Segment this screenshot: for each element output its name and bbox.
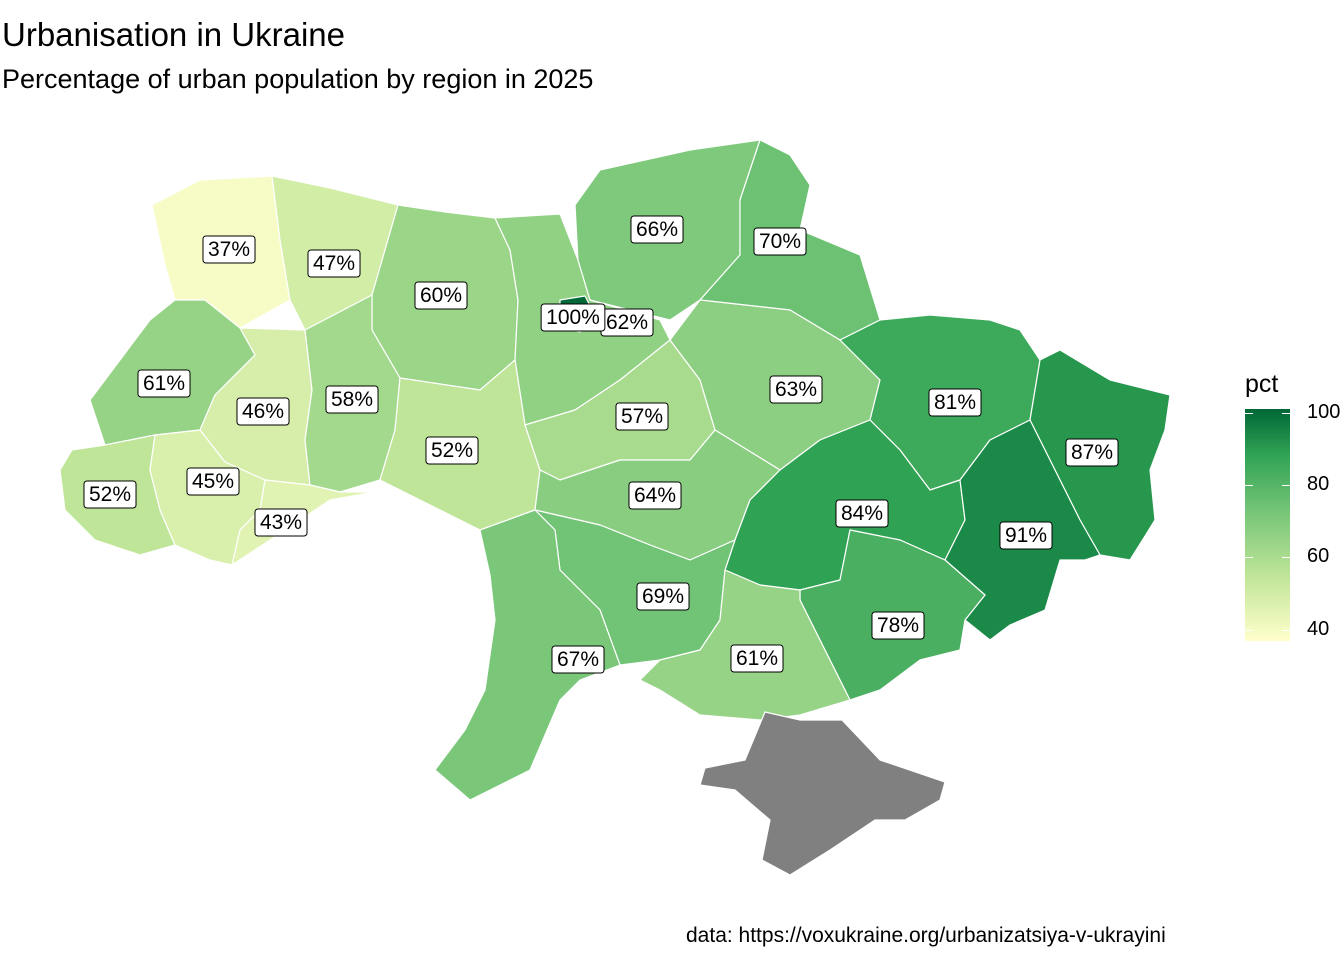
- region-label-box: [137, 369, 191, 398]
- region-label-volyn: 37%: [202, 235, 256, 264]
- region-label-lviv: 61%: [137, 369, 191, 398]
- legend-tick-mark: [1282, 485, 1290, 486]
- region-label-kyiv-city: 100%: [540, 303, 606, 332]
- region-labels: 37% 47% 60% 62% 66% 70% 61% 46% 58% 52% 57% 63% 81% 8…: [83, 215, 1119, 674]
- region-label-box: [615, 402, 669, 431]
- region-label-box: [630, 215, 684, 244]
- region-label-box: [236, 397, 290, 426]
- legend-tick-mark: [1245, 557, 1253, 558]
- region-label-box: [325, 385, 379, 414]
- legend-tick-mark: [1245, 485, 1253, 486]
- region-label-odesa: 67%: [551, 645, 605, 674]
- region-label-text: 91%: [1005, 524, 1047, 547]
- region-label-text: 37%: [208, 238, 250, 261]
- legend-tick-mark: [1245, 413, 1253, 414]
- region-label-luhansk: 87%: [1065, 438, 1119, 467]
- region-label-text: 43%: [260, 511, 302, 534]
- legend-title: pct: [1245, 370, 1279, 398]
- region-label-box: [871, 611, 925, 640]
- region-label-poltava: 63%: [769, 375, 823, 404]
- region-label-zaporizhzhia: 78%: [871, 611, 925, 640]
- region-label-chernivtsi: 43%: [254, 508, 308, 537]
- region-label-text: 45%: [192, 470, 234, 493]
- region-label-box: [835, 499, 889, 528]
- region-label-text: 61%: [143, 372, 185, 395]
- region-label-box: [769, 375, 823, 404]
- legend-colorbar: [1245, 409, 1290, 641]
- region-label-donetsk: 91%: [999, 521, 1053, 550]
- legend-tick-label: 100: [1307, 401, 1341, 423]
- legend-tick-mark: [1282, 413, 1290, 414]
- map-title: Urbanisation in Ukraine: [2, 16, 346, 53]
- region-label-box: [753, 227, 807, 256]
- region-label-text: 62%: [606, 311, 648, 334]
- region-label-box: [414, 281, 468, 310]
- region-label-text: 52%: [431, 439, 473, 462]
- region-label-box: [83, 480, 137, 509]
- region-label-box: [202, 235, 256, 264]
- region-label-khmelnytskyi: 58%: [325, 385, 379, 414]
- region-label-text: 58%: [331, 388, 373, 411]
- legend-tick-mark: [1282, 557, 1290, 558]
- region-label-text: 69%: [642, 585, 684, 608]
- region-crimea: [699, 711, 946, 876]
- region-label-ivano-frankivsk: 45%: [186, 467, 240, 496]
- region-label-text: 100%: [546, 306, 600, 329]
- region-label-box: [730, 644, 784, 673]
- region-label-box: [254, 508, 308, 537]
- region-label-text: 64%: [634, 484, 676, 507]
- legend-tick-label: 60: [1307, 545, 1330, 567]
- legend-tick-mark: [1245, 630, 1253, 631]
- region-label-text: 52%: [89, 483, 131, 506]
- region-label-text: 47%: [313, 252, 355, 275]
- region-label-box: [186, 467, 240, 496]
- region-label-kharkiv: 81%: [928, 388, 982, 417]
- region-label-rivne: 47%: [307, 249, 361, 278]
- region-label-sumy: 70%: [753, 227, 807, 256]
- region-label-text: 70%: [759, 230, 801, 253]
- region-label-kirovohrad: 64%: [628, 481, 682, 510]
- region-label-text: 66%: [636, 218, 678, 241]
- map-subtitle: Percentage of urban population by region…: [2, 64, 594, 94]
- region-label-vinnytsia: 52%: [425, 436, 479, 465]
- region-label-box: [928, 388, 982, 417]
- region-label-cherkasy: 57%: [615, 402, 669, 431]
- region-label-box: [636, 582, 690, 611]
- region-label-box: [307, 249, 361, 278]
- region-label-mykolaiv: 69%: [636, 582, 690, 611]
- region-label-text: 81%: [934, 391, 976, 414]
- region-label-kyiv-oblast: 62%: [600, 308, 654, 337]
- region-label-box: [425, 436, 479, 465]
- region-label-zakarpattia: 52%: [83, 480, 137, 509]
- region-label-box: [628, 481, 682, 510]
- region-label-text: 84%: [841, 502, 883, 525]
- region-label-dnipropetrovsk: 84%: [835, 499, 889, 528]
- legend-tick-mark: [1282, 630, 1290, 631]
- region-label-chernihiv: 66%: [630, 215, 684, 244]
- region-label-zhytomyr: 60%: [414, 281, 468, 310]
- region-label-box: [1065, 438, 1119, 467]
- region-label-kherson: 61%: [730, 644, 784, 673]
- region-label-text: 63%: [775, 378, 817, 401]
- region-label-text: 60%: [420, 284, 462, 307]
- region-label-ternopil: 46%: [236, 397, 290, 426]
- region-label-text: 78%: [877, 614, 919, 637]
- region-label-text: 67%: [557, 648, 599, 671]
- region-label-text: 87%: [1071, 441, 1113, 464]
- region-odesa: [434, 509, 621, 801]
- region-label-text: 61%: [736, 647, 778, 670]
- region-label-box: [551, 645, 605, 674]
- region-label-text: 46%: [242, 400, 284, 423]
- region-label-box: [999, 521, 1053, 550]
- data-source-caption: data: https://voxukraine.org/urbanizatsi…: [686, 924, 1166, 947]
- region-label-box: [540, 303, 606, 332]
- legend-tick-label: 80: [1307, 473, 1330, 495]
- region-label-text: 57%: [621, 405, 663, 428]
- legend-tick-label: 40: [1307, 618, 1330, 640]
